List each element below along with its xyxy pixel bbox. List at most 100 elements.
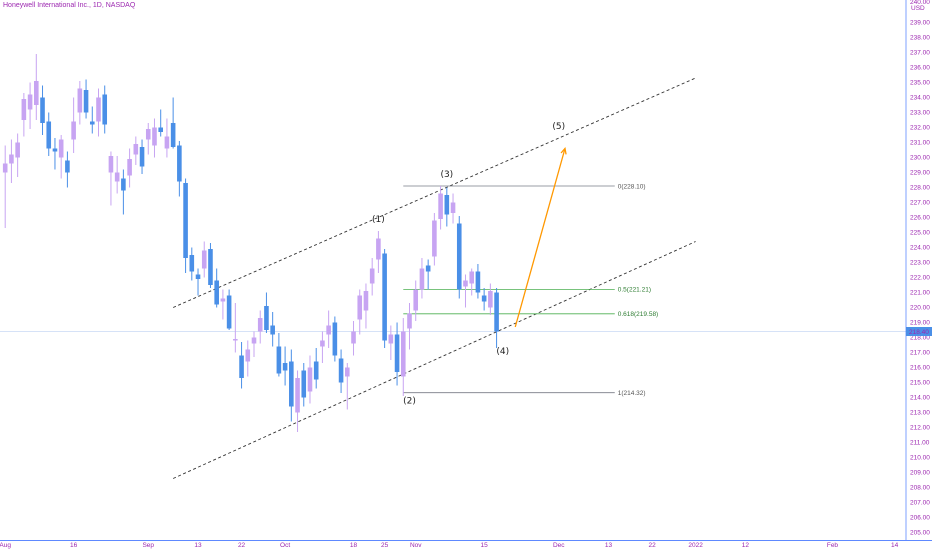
y-tick-label: 236.00 [910, 65, 930, 72]
y-tick-label: 220.00 [910, 305, 930, 312]
candle-body [226, 295, 232, 329]
y-tick-label: 206.00 [910, 515, 930, 522]
y-tick-label: 233.00 [910, 110, 930, 117]
y-tick-label: 214.00 [910, 395, 930, 402]
y-tick-label: 238.00 [910, 35, 930, 42]
candle-body [432, 220, 437, 257]
wave-label: (5) [552, 122, 565, 132]
candle-body [58, 139, 64, 158]
candle-body [183, 183, 188, 258]
fib-level-label: 1(214.32) [618, 390, 646, 397]
y-tick-label: 228.00 [910, 185, 930, 192]
candle-body [102, 94, 108, 125]
candle-body [394, 334, 400, 372]
fib-level-label: 0.618(219.58) [618, 311, 658, 318]
x-tick-label: 2022 [688, 542, 703, 549]
candle-body [40, 97, 45, 123]
y-tick-label: 213.00 [910, 410, 930, 417]
x-tick-label: Dec [553, 542, 565, 549]
candle-body [376, 238, 381, 260]
x-tick-label: 18 [350, 542, 358, 549]
last-price-tag [906, 327, 932, 336]
candle-body [121, 178, 126, 191]
candle-body [220, 298, 226, 302]
candle-body [201, 250, 207, 269]
y-tick-label: 237.00 [910, 50, 930, 57]
y-axis: 205.00 206.00 207.00 208.00 209.00 210.00 211.… [905, 0, 932, 540]
y-tick-label: 212.00 [910, 425, 930, 432]
candle-body [407, 313, 412, 329]
candle-body [345, 367, 350, 377]
candle-body [363, 291, 369, 311]
y-tick-label: 226.00 [910, 215, 930, 222]
x-tick-label: Aug [0, 542, 11, 549]
x-tick-label: Sep [142, 542, 154, 549]
candle-body [351, 331, 356, 344]
candle-body [332, 322, 338, 356]
candle-body [369, 268, 375, 284]
candle-body [71, 121, 76, 140]
y-tick-label: 223.00 [910, 260, 930, 267]
wave-label: (2) [403, 397, 416, 407]
candle-body [419, 268, 425, 290]
candle-body [21, 99, 27, 120]
candle-body [388, 334, 394, 344]
candle-body [338, 358, 344, 383]
candle-body [27, 94, 33, 110]
candle-body [481, 295, 487, 302]
candle-body [52, 148, 58, 152]
candle-body [276, 346, 282, 374]
candle-body [170, 123, 176, 147]
y-tick-label: 231.00 [910, 140, 930, 147]
candle-body [189, 255, 195, 272]
candle-body [89, 121, 95, 125]
candle-body [233, 339, 238, 341]
y-tick-label: 240.00 [910, 0, 930, 6]
x-tick-label: 12 [742, 542, 750, 549]
y-tick-label: 216.00 [910, 365, 930, 372]
wave-label: (4) [496, 347, 509, 357]
fib-level-label: 0(228.10) [618, 183, 646, 190]
y-tick-label: 224.00 [910, 245, 930, 252]
chart-title: Honeywell International Inc., 1D, NASDAQ [3, 2, 136, 9]
y-tick-label: 229.00 [910, 170, 930, 177]
y-tick-label: 239.00 [910, 20, 930, 27]
candle-body [320, 340, 325, 347]
x-tick-label: Nov [410, 542, 422, 549]
candle-body [77, 88, 83, 113]
y-tick-label: 211.00 [910, 440, 930, 447]
candle-body [46, 121, 52, 149]
x-tick-label: Feb [827, 542, 839, 549]
candle-body [214, 280, 219, 305]
candle-body [208, 249, 213, 285]
candle-body [488, 291, 493, 308]
y-tick-label: 222.00 [910, 275, 930, 282]
y-tick-label: 225.00 [910, 230, 930, 237]
candle-body [65, 160, 70, 173]
candle-body [450, 202, 456, 213]
candle-body [9, 154, 14, 164]
candle-body [400, 331, 406, 377]
y-tick-label: 235.00 [910, 80, 930, 87]
annotation-layer: 0(228.10) 0.5(221.21) 0.618(219.58) 1(214.3… [372, 122, 658, 407]
candle-body [413, 289, 419, 311]
candle-body [96, 97, 101, 122]
drawing-layer [0, 77, 906, 479]
candle-body [15, 142, 20, 158]
y-tick-label: 234.00 [910, 95, 930, 102]
wave-label: (3) [440, 170, 453, 180]
candles-layer [2, 54, 499, 432]
candle-body [139, 147, 145, 167]
candle-body [114, 172, 120, 182]
y-tick-label: 205.00 [910, 530, 930, 537]
candle-body [357, 295, 363, 320]
x-tick-label: 25 [381, 542, 389, 549]
channel-upper-line [172, 77, 696, 308]
candle-body [475, 271, 481, 293]
candle-body [145, 129, 151, 140]
y-tick-label: 208.00 [910, 485, 930, 492]
candle-body [313, 361, 319, 380]
x-tick-label: 14 [891, 542, 899, 549]
channel-lower-line [172, 241, 696, 479]
